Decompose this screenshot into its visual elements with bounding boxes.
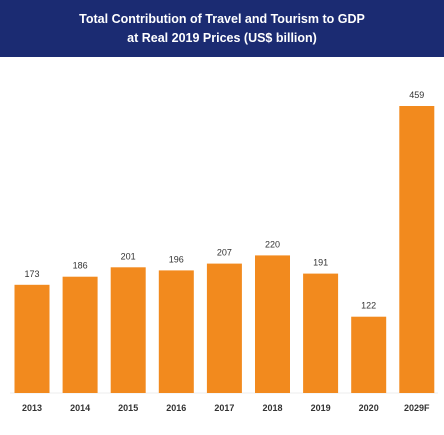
value-label-2015: 201 <box>121 251 136 261</box>
x-tick-labels-group: 2013 2014 2015 2016 2017 2018 2019 2020 2029F <box>22 403 430 413</box>
bar-chart: 173 186 201 196 207 220 191 122 459 2013 2014 2015… <box>10 90 438 413</box>
bar-2017 <box>206 263 242 393</box>
x-tick-label-2015: 2015 <box>118 403 138 413</box>
bar-2016 <box>158 270 194 393</box>
x-tick-label-2014: 2014 <box>70 403 90 413</box>
chart-title-line-1: Total Contribution of Travel and Tourism… <box>79 11 365 26</box>
bar-2014 <box>62 276 98 393</box>
x-tick-label-2016: 2016 <box>166 403 186 413</box>
bar-2019 <box>303 273 339 393</box>
bars-group <box>14 106 435 393</box>
x-tick-label-2019: 2019 <box>311 403 331 413</box>
value-label-2014: 186 <box>73 261 88 271</box>
chart-title-band: Total Contribution of Travel and Tourism… <box>0 0 444 57</box>
bar-2013 <box>14 284 50 393</box>
value-label-2019: 191 <box>313 258 328 268</box>
x-tick-label-2017: 2017 <box>214 403 234 413</box>
value-label-2016: 196 <box>169 254 184 264</box>
value-labels-group: 173 186 201 196 207 220 191 122 459 <box>24 90 424 311</box>
chart-title-line-2: at Real 2019 Prices (US$ billion) <box>127 30 317 45</box>
value-label-2018: 220 <box>265 239 280 249</box>
value-label-2013: 173 <box>24 269 39 279</box>
value-label-2020: 122 <box>361 301 376 311</box>
x-tick-label-2020: 2020 <box>359 403 379 413</box>
bar-2029F <box>399 106 435 393</box>
x-tick-label-2018: 2018 <box>262 403 282 413</box>
value-label-2017: 207 <box>217 248 232 258</box>
bar-2020 <box>351 316 387 393</box>
bar-2018 <box>255 255 290 393</box>
bar-2015 <box>110 267 146 393</box>
x-tick-label-2013: 2013 <box>22 403 42 413</box>
x-tick-label-2029F: 2029F <box>404 403 430 413</box>
value-label-2029F: 459 <box>409 90 424 100</box>
